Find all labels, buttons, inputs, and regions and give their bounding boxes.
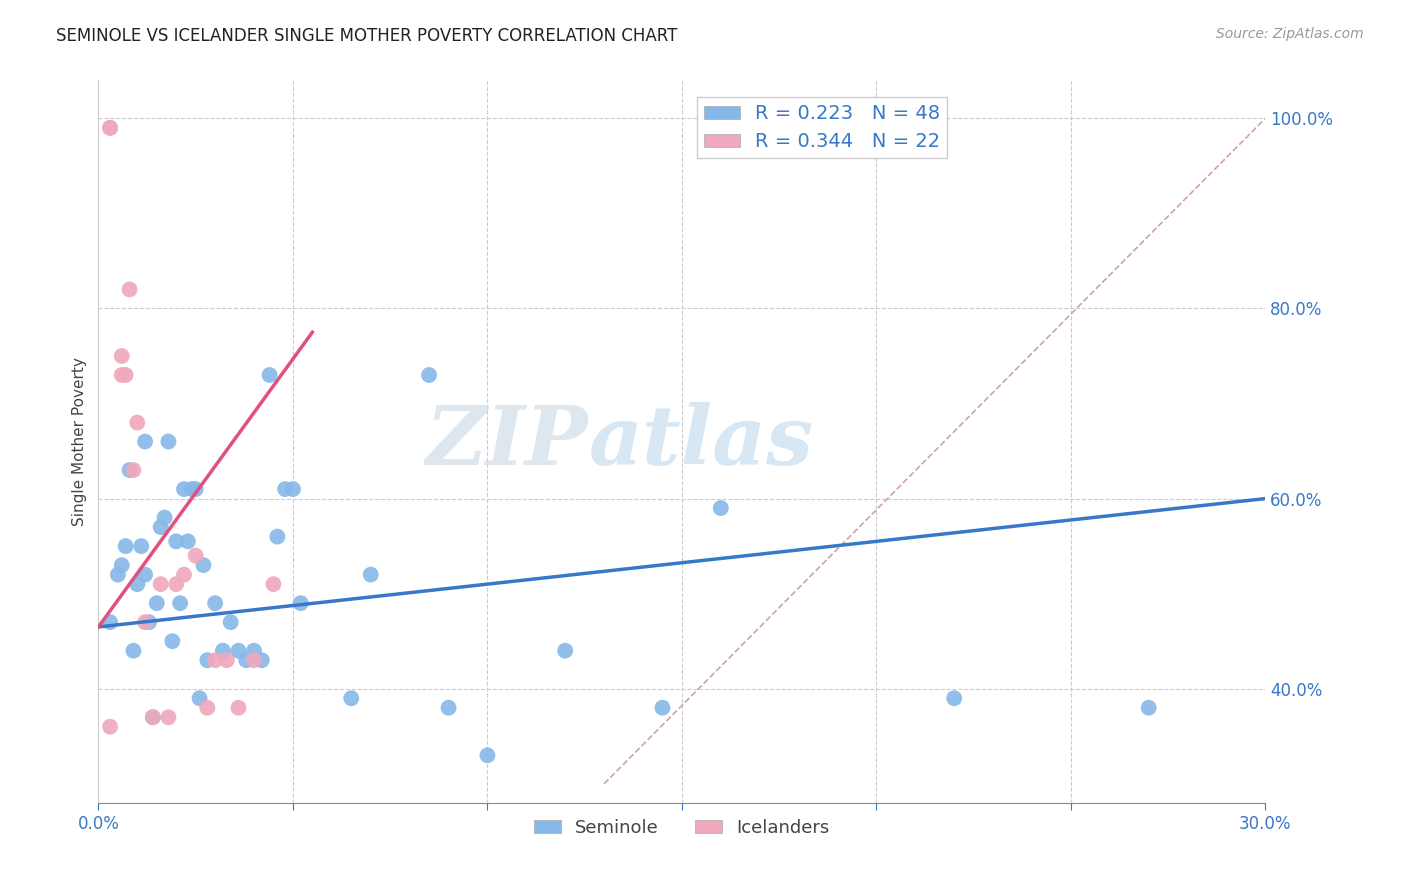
Point (162, 634, 184, 648)
Point (204, 596, 226, 610)
Text: atlas: atlas (589, 401, 814, 482)
Point (122, 463, 145, 477)
Point (554, 643, 576, 657)
Point (118, 282, 141, 296)
Point (437, 700, 460, 714)
Point (111, 349, 134, 363)
Point (165, 534, 187, 549)
Point (173, 567, 195, 582)
Point (243, 643, 266, 657)
Point (98, 120, 121, 135)
Point (195, 653, 218, 667)
Point (228, 643, 250, 657)
Point (98, 615, 121, 630)
Point (114, 368, 136, 382)
Legend: Seminole, Icelanders: Seminole, Icelanders (527, 812, 837, 845)
Point (153, 510, 176, 524)
Point (228, 700, 250, 714)
Point (98, 720, 121, 734)
Point (195, 700, 218, 714)
Point (129, 539, 152, 553)
Point (943, 691, 966, 706)
Point (142, 710, 165, 724)
Point (219, 615, 242, 630)
Point (114, 539, 136, 553)
Point (149, 577, 172, 591)
Point (134, 615, 156, 630)
Point (243, 653, 266, 667)
Point (290, 596, 312, 610)
Point (169, 596, 191, 610)
Point (360, 567, 382, 582)
Text: SEMINOLE VS ICELANDER SINGLE MOTHER POVERTY CORRELATION CHART: SEMINOLE VS ICELANDER SINGLE MOTHER POVE… (56, 27, 678, 45)
Point (418, 368, 440, 382)
Point (173, 482, 195, 496)
Point (157, 710, 180, 724)
Text: ZIP: ZIP (426, 401, 589, 482)
Point (274, 482, 297, 496)
Point (184, 549, 207, 563)
Point (138, 615, 160, 630)
Point (146, 596, 169, 610)
Point (134, 567, 156, 582)
Point (710, 501, 733, 516)
Point (204, 653, 226, 667)
Point (651, 700, 673, 714)
Point (212, 643, 235, 657)
Point (122, 643, 145, 657)
Point (262, 577, 284, 591)
Point (188, 691, 211, 706)
Point (235, 653, 257, 667)
Point (111, 558, 134, 573)
Point (157, 434, 180, 449)
Point (107, 567, 129, 582)
Point (340, 691, 363, 706)
Point (149, 520, 172, 534)
Text: Source: ZipAtlas.com: Source: ZipAtlas.com (1216, 27, 1364, 41)
Point (134, 434, 156, 449)
Point (127, 416, 149, 430)
Point (266, 530, 288, 544)
Point (215, 653, 238, 667)
Point (127, 577, 149, 591)
Point (193, 558, 215, 573)
Point (184, 482, 207, 496)
Point (111, 368, 134, 382)
Point (98, 120, 121, 135)
Y-axis label: Single Mother Poverty: Single Mother Poverty (72, 357, 87, 526)
Point (1137, 700, 1160, 714)
Point (165, 577, 187, 591)
Point (142, 710, 165, 724)
Point (250, 653, 273, 667)
Point (259, 368, 281, 382)
Point (281, 482, 304, 496)
Point (180, 482, 202, 496)
Point (177, 534, 200, 549)
Point (477, 748, 499, 763)
Point (118, 463, 141, 477)
